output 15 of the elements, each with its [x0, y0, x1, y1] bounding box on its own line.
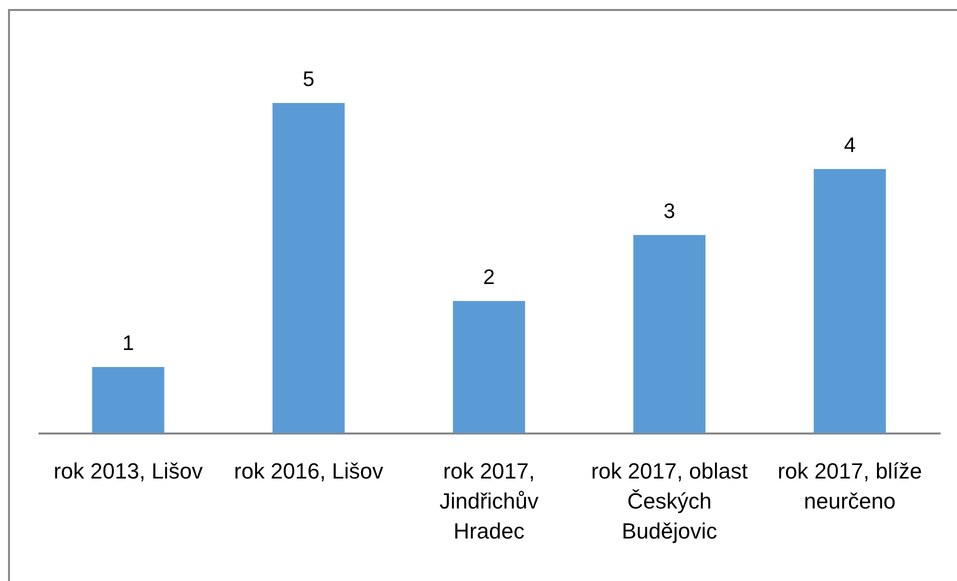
- bar: [452, 301, 526, 433]
- x-tick-label: rok 2017, blíže neurčeno: [778, 458, 922, 514]
- data-label: 3: [664, 200, 676, 223]
- bar: [633, 235, 706, 433]
- x-tick-label: rok 2017, Jindřichův Hradec: [439, 458, 539, 544]
- data-label: 1: [122, 332, 134, 355]
- data-label: 2: [483, 266, 495, 289]
- data-label: 4: [844, 134, 856, 157]
- bar: [814, 169, 886, 433]
- x-tick-label: rok 2017, oblast Českých Budějovic: [591, 458, 748, 544]
- bar: [92, 367, 164, 433]
- bar: [272, 103, 345, 433]
- x-tick-label: rok 2013, Lišov: [54, 458, 203, 484]
- x-tick-label: rok 2016, Lišov: [234, 458, 384, 484]
- data-label: 5: [302, 68, 314, 91]
